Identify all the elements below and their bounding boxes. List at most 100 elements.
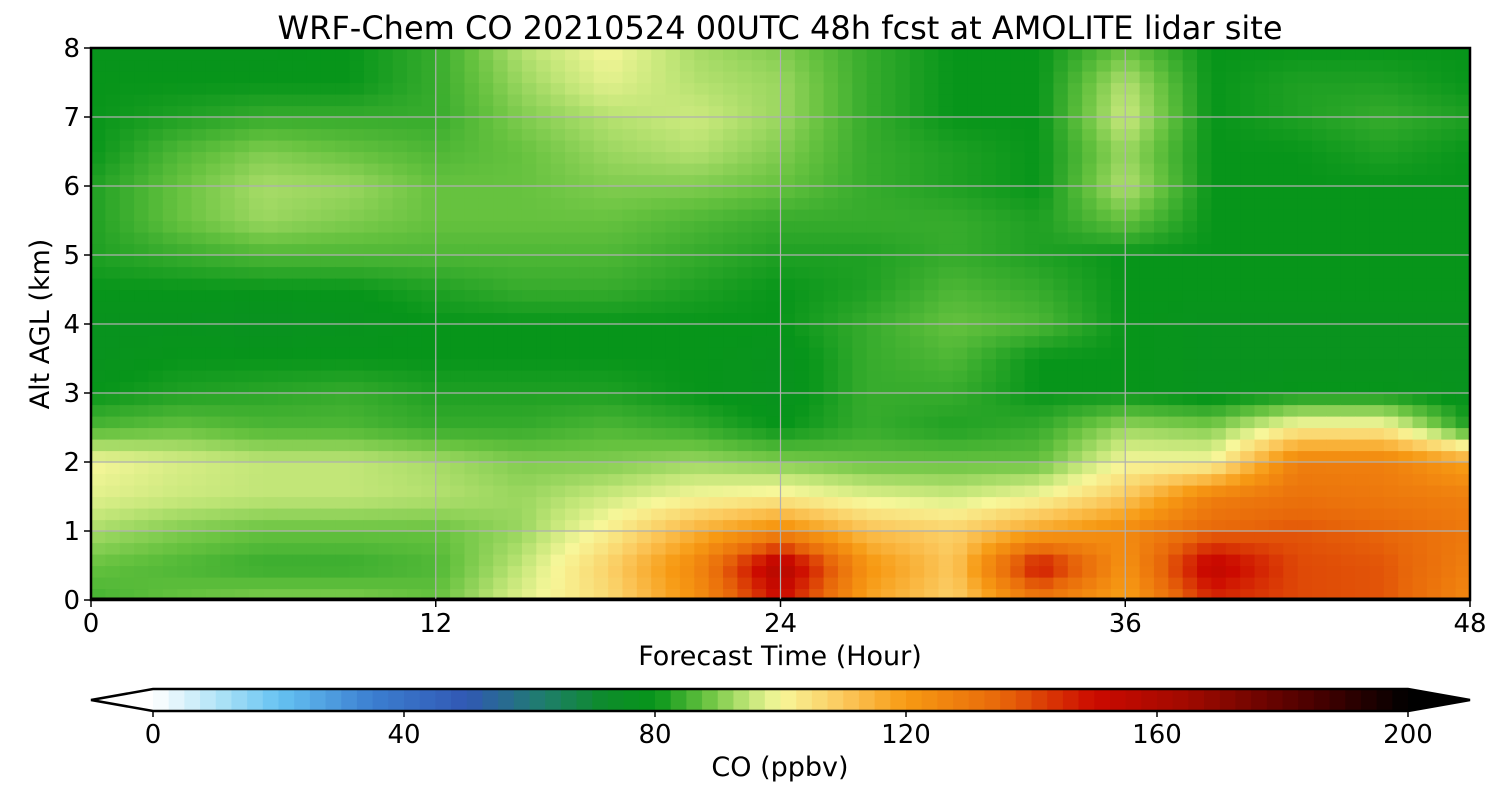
heatmap-cell [679,324,695,337]
heatmap-cell [292,485,308,498]
heatmap-cell [694,128,710,141]
heatmap-cell [608,94,624,107]
heatmap-cell [277,163,293,176]
heatmap-cell [636,255,652,268]
heatmap-cell [521,82,537,95]
heatmap-cell [1311,151,1327,164]
heatmap-cell [1412,255,1428,268]
heatmap-cell [91,565,106,578]
heatmap-cell [1326,531,1342,544]
heatmap-cell [550,427,566,440]
heatmap-cell [91,358,106,371]
heatmap-cell [881,232,897,245]
heatmap-cell [1125,347,1141,360]
heatmap-cell [450,232,466,245]
heatmap-cell [1412,335,1428,348]
heatmap-cell [766,485,782,498]
heatmap-cell [737,255,753,268]
heatmap-cell [1326,140,1342,153]
heatmap-cell [162,427,178,440]
heatmap-cell [148,335,164,348]
heatmap-cell [306,94,322,107]
heatmap-cell [837,163,853,176]
heatmap-cell [177,508,193,521]
heatmap-cell [909,289,925,302]
heatmap-cell [1355,289,1371,302]
heatmap-cell [565,128,580,141]
heatmap-cell [1024,266,1040,279]
heatmap-cell [464,82,480,95]
heatmap-cell [1110,312,1126,325]
heatmap-cell [967,381,983,394]
heatmap-cell [751,427,767,440]
heatmap-cell [909,278,925,291]
heatmap-cell [708,531,724,544]
heatmap-cell [521,289,537,302]
heatmap-cell [378,531,394,544]
heatmap-cell [378,393,394,406]
heatmap-cell [1412,243,1428,256]
heatmap-cell [320,439,336,452]
heatmap-cell [1153,416,1169,429]
heatmap-cell [407,347,422,360]
heatmap-cell [1412,531,1428,544]
heatmap-cell [220,209,236,222]
heatmap-cell [881,82,897,95]
heatmap-cell [392,531,408,544]
heatmap-cell [579,335,595,348]
heatmap-cell [1182,554,1198,567]
heatmap-cell [895,496,911,509]
heatmap-cell [1455,186,1470,199]
heatmap-cell [1110,427,1126,440]
heatmap-cell [1340,128,1356,141]
heatmap-cell [723,48,738,61]
heatmap-cell [952,393,968,406]
heatmap-cell [737,462,753,475]
heatmap-cell [1254,416,1270,429]
heatmap-cell [608,128,624,141]
heatmap-cell [1369,278,1385,291]
heatmap-cell [507,140,523,153]
heatmap-cell [1254,266,1270,279]
heatmap-cell [1067,117,1083,130]
heatmap-cell [866,128,882,141]
heatmap-cell [493,542,509,555]
heatmap-cell [694,381,710,394]
heatmap-cell [1426,542,1442,555]
heatmap-cell [1240,174,1256,187]
colorbar-tick-label: 160 [1132,720,1182,750]
heatmap-cell [119,59,135,72]
heatmap-cell [1412,370,1428,383]
heatmap-cell [450,335,466,348]
heatmap-cell [794,255,810,268]
heatmap-cell [1383,48,1399,61]
heatmap-cell [249,59,264,72]
heatmap-cell [421,163,437,176]
heatmap-cell [708,393,724,406]
heatmap-cell [119,301,135,314]
heatmap-cell [794,59,810,72]
heatmap-cell [1297,565,1313,578]
heatmap-cell [1340,94,1356,107]
heatmap-cell [794,439,810,452]
heatmap-cell [622,48,638,61]
heatmap-cell [866,393,882,406]
heatmap-cell [1096,358,1112,371]
heatmap-cell [565,462,580,475]
heatmap-cell [924,174,940,187]
heatmap-cell [1067,347,1083,360]
heatmap-cell [679,393,695,406]
heatmap-cell [665,163,681,176]
heatmap-cell [1326,542,1342,555]
heatmap-cell [665,243,681,256]
heatmap-cell [565,324,580,337]
heatmap-cell [967,462,983,475]
heatmap-cell [177,393,193,406]
heatmap-cell [780,82,796,95]
heatmap-cell [249,531,264,544]
heatmap-cell [723,163,738,176]
heatmap-cell [981,278,997,291]
heatmap-cell [1297,82,1313,95]
heatmap-cell [378,128,394,141]
heatmap-cell [234,554,250,567]
